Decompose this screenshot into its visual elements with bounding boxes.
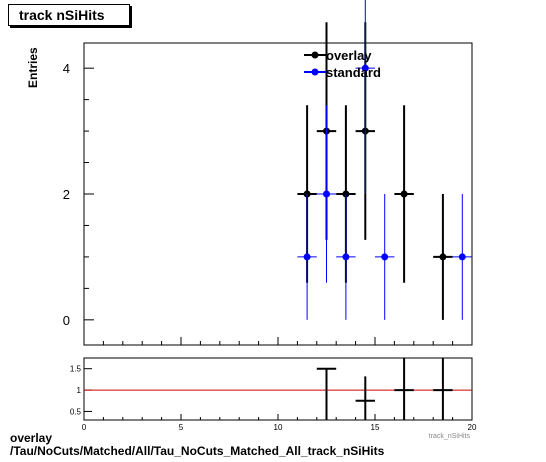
legend-label: overlay [326, 48, 372, 63]
legend-label: standard [326, 65, 381, 80]
main-series [297, 0, 472, 320]
legend-marker [311, 51, 319, 59]
main-axes: 0 2 4 [63, 61, 473, 345]
footer-line2: /Tau/NoCuts/Matched/All/Tau_NoCuts_Match… [10, 444, 385, 458]
data-point [342, 253, 350, 261]
legend-marker [311, 68, 319, 76]
plot-title: track nSiHits [8, 4, 130, 26]
data-point [361, 64, 369, 72]
y-axis-label: Entries [26, 47, 40, 88]
data-point [458, 253, 466, 261]
y-tick-label: 4 [63, 61, 70, 76]
series-standard [297, 0, 472, 320]
footer-line1: overlay [10, 431, 53, 445]
footer: overlay /Tau/NoCuts/Matched/All/Tau_NoCu… [10, 432, 384, 458]
legend: overlay standard [304, 48, 381, 80]
data-point [323, 190, 330, 198]
data-point [303, 253, 311, 261]
data-point [400, 190, 408, 198]
y-tick-label: 0 [63, 313, 70, 328]
data-point [439, 253, 447, 261]
data-point [381, 253, 389, 261]
y-tick-label: 2 [63, 187, 70, 202]
